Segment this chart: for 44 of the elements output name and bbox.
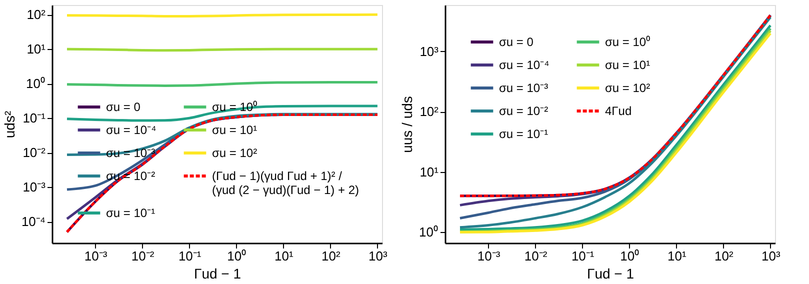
y-tick-label: 10⁻⁴ [21,214,46,230]
legend-label: σu = 10² [605,81,650,95]
x-tick-label: 10² [714,248,734,264]
y-tick-label: 10² [26,7,46,22]
y-tick-label: 10⁰ [26,76,46,92]
y-axis-title: uds² [1,110,18,138]
x-tick-label: 10⁻³ [477,248,501,264]
y-tick-label: 10³ [420,44,440,59]
x-tick-label: 10¹ [274,248,294,264]
legend-label: σu = 10⁻¹ [499,127,548,141]
y-tick-label: 10¹ [420,164,440,180]
x-axis-title: Γud − 1 [194,266,242,282]
legend-label: σu = 10⁻² [499,104,548,118]
x-tick-label: 10⁰ [227,248,247,264]
x-tick-label: 10⁻³ [84,248,108,264]
x-tick-label: 10³ [762,248,782,264]
x-tick-label: 10⁰ [620,248,640,264]
legend-label: 4Γud [605,104,632,118]
x-tick-label: 10¹ [667,248,687,264]
legend-label: σu = 10⁰ [605,35,650,49]
legend-label: σu = 10⁻³ [499,81,548,95]
legend-label: σu = 10⁻⁴ [499,58,550,72]
x-tick-label: 10² [322,248,341,264]
y-tick-label: 10⁻³ [22,180,46,195]
legend-label: σu = 10⁻⁴ [106,123,156,137]
x-tick-label: 10⁻² [524,248,548,264]
legend-label: σu = 10⁻¹ [106,206,156,220]
y-tick-label: 10⁻² [22,145,46,160]
x-tick-label: 10⁻¹ [571,248,595,264]
legend-label: (Γud − 1)(γud Γud + 1)² / (γud (2 − γud)(Γud − 1) + 2) [212,169,360,197]
x-tick-label: 10⁻² [131,248,155,264]
x-tick-label: 10³ [368,248,388,264]
x-axis-title: Γud − 1 [586,266,634,282]
y-tick-label: 10² [420,104,440,120]
legend-label: σu = 0 [499,35,534,49]
legend-label: σu = 10¹ [605,58,650,72]
legend-label: σu = 0 [106,100,141,114]
y-axis-title: uus / uds [399,96,416,153]
y-tick-label: 10⁰ [419,224,438,240]
y-tick-label: 10⁻¹ [22,110,46,126]
x-tick-label: 10⁻¹ [178,248,202,264]
legend-label: σu = 10² [212,146,258,160]
legend-label: σu = 10¹ [212,123,258,137]
y-tick-label: 10¹ [26,42,46,57]
